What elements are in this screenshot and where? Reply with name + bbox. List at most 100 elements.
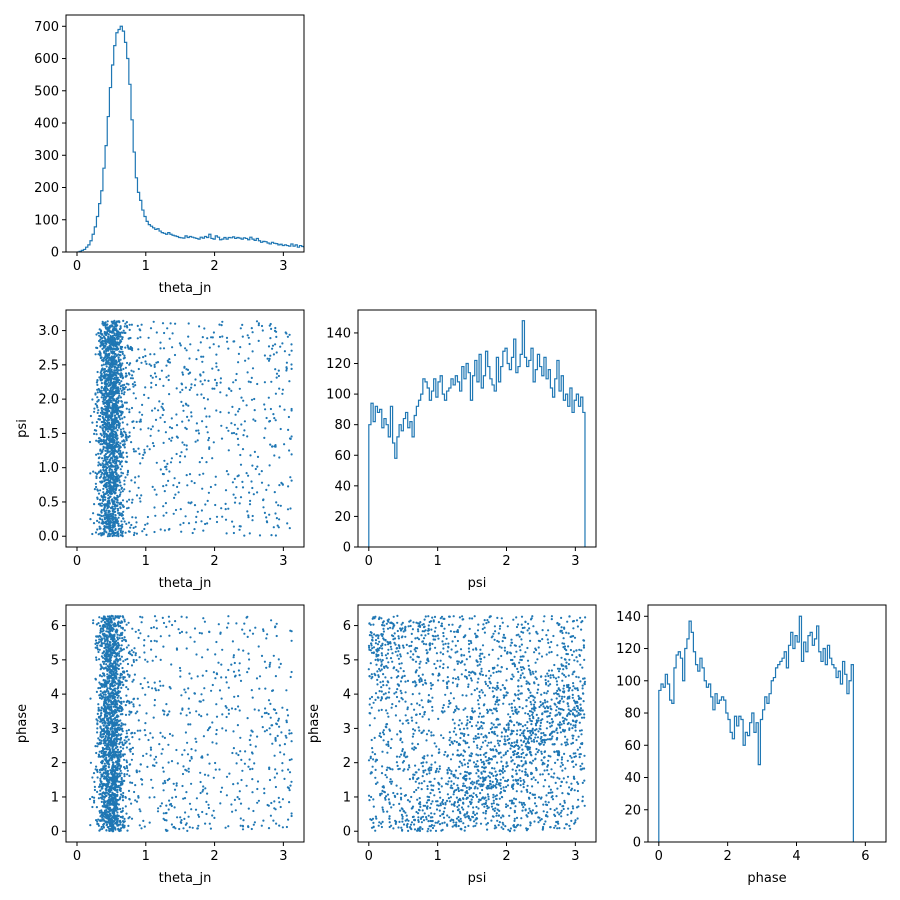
scatter-point: [111, 330, 114, 333]
scatter-point: [109, 453, 112, 456]
scatter-point: [111, 392, 114, 396]
scatter-point: [185, 616, 188, 619]
scatter-point: [217, 661, 220, 664]
scatter-point: [217, 623, 220, 626]
scatter-point: [119, 385, 122, 388]
scatter-point: [116, 645, 119, 648]
scatter-point: [113, 326, 116, 329]
scatter-point: [146, 515, 149, 519]
scatter-point: [226, 626, 229, 629]
scatter-point: [119, 734, 122, 737]
scatter-point: [102, 708, 105, 711]
scatter-point: [128, 650, 131, 653]
scatter-point: [137, 795, 140, 798]
scatter-point: [238, 797, 241, 801]
scatter-point: [198, 473, 201, 476]
scatter-point: [164, 502, 167, 505]
scatter-point: [109, 348, 112, 351]
scatter-point: [127, 644, 130, 647]
scatter-point: [119, 387, 122, 390]
scatter-point: [215, 520, 219, 524]
scatter-point: [118, 479, 121, 482]
scatter-point: [139, 682, 142, 686]
scatter-point: [97, 452, 100, 455]
scatter-point: [138, 770, 141, 773]
scatter-point: [109, 684, 112, 687]
scatter-point: [161, 748, 164, 751]
scatter-point: [167, 360, 170, 364]
scatter-point: [194, 440, 197, 443]
scatter-point: [106, 687, 109, 690]
scatter-point: [100, 750, 103, 753]
scatter-point: [164, 431, 167, 434]
scatter-point: [273, 776, 276, 779]
scatter-point: [108, 327, 111, 330]
scatter-point: [196, 393, 199, 396]
scatter-point: [134, 450, 137, 453]
scatter-point: [121, 331, 124, 334]
scatter-point: [194, 378, 197, 381]
scatter-point: [195, 797, 198, 800]
scatter-point: [118, 512, 121, 515]
scatter-point: [105, 829, 108, 832]
scatter-point: [119, 333, 122, 336]
scatter-point: [117, 667, 120, 671]
scatter-point: [268, 767, 271, 771]
scatter-point: [135, 420, 138, 423]
scatter-point: [92, 619, 95, 622]
scatter-point: [94, 402, 97, 406]
scatter-point: [189, 343, 192, 346]
scatter-point: [289, 507, 292, 510]
scatter-point: [117, 399, 120, 403]
scatter-point: [99, 777, 102, 780]
scatter-point: [237, 669, 240, 672]
scatter-point: [101, 496, 104, 499]
scatter-point: [277, 658, 280, 661]
scatter-point: [201, 674, 204, 677]
scatter-point: [122, 451, 125, 454]
scatter-point: [286, 786, 289, 789]
scatter-point: [131, 731, 134, 735]
scatter-point: [121, 504, 124, 507]
scatter-point: [110, 346, 113, 349]
scatter-point: [99, 789, 102, 792]
scatter-point: [183, 688, 186, 691]
scatter-point: [180, 630, 184, 634]
scatter-point: [118, 383, 121, 386]
scatter-point: [112, 460, 116, 463]
scatter-point: [230, 663, 233, 666]
scatter-point: [143, 651, 146, 654]
scatter-point: [106, 673, 109, 676]
scatter-point: [116, 412, 119, 415]
scatter-point: [101, 466, 105, 469]
scatter-point: [231, 520, 234, 523]
scatter-point: [191, 826, 194, 829]
scatter-point: [125, 740, 128, 743]
scatter-point: [109, 397, 113, 400]
scatter-point: [100, 356, 103, 359]
scatter-point: [117, 528, 120, 531]
scatter-point: [290, 349, 293, 352]
y-axis-label: psi: [15, 419, 30, 438]
scatter-point: [288, 729, 291, 732]
scatter-point: [113, 815, 116, 818]
scatter-point: [237, 352, 240, 355]
scatter-point: [97, 464, 100, 467]
scatter-point: [114, 402, 117, 405]
scatter-point: [102, 662, 105, 666]
scatter-point: [267, 359, 271, 362]
scatter-point: [131, 349, 134, 352]
scatter-point: [92, 772, 96, 775]
scatter-point: [126, 657, 129, 661]
scatter-point: [187, 770, 190, 773]
scatter-point: [274, 785, 277, 789]
scatter-point: [224, 508, 227, 511]
scatter-point: [275, 712, 278, 715]
scatter-point: [162, 812, 165, 815]
axes-frame: [65, 14, 305, 253]
scatter-point: [99, 686, 102, 690]
scatter-point: [197, 429, 200, 432]
scatter-point: [271, 344, 275, 347]
scatter-point: [118, 723, 121, 726]
scatter-point: [99, 425, 102, 428]
